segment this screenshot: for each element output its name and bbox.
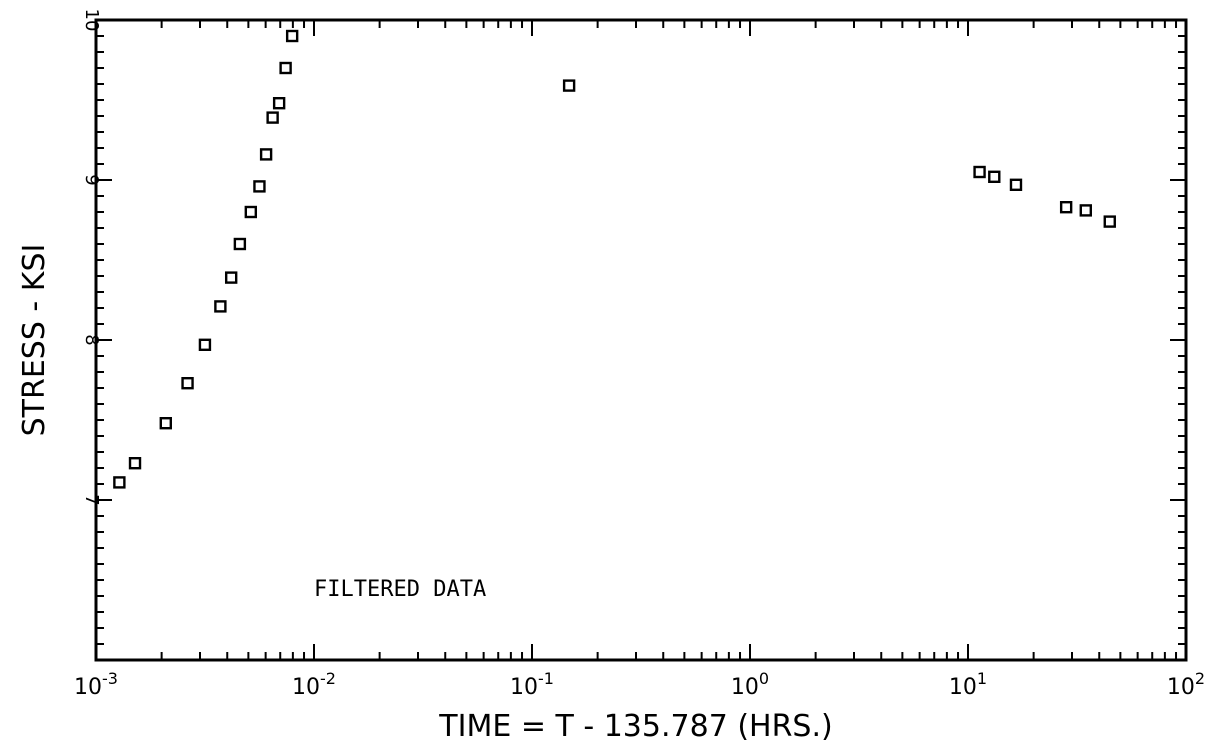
data-point [113,476,126,489]
data-point [181,377,194,390]
x-tick-label-exponent: -1 [538,669,554,688]
x-tick-label: 10-3 [74,669,118,700]
data-point [253,180,266,193]
data-point [279,61,292,75]
data-point [1009,178,1023,192]
data-point [259,148,273,161]
y-tick-label: 7 [81,494,102,505]
x-tick-label: 10-2 [292,669,336,700]
x-tick-label: 100 [731,669,769,700]
x-tick-label-exponent: -3 [102,669,118,688]
x-tick-label-base: 10 [510,675,538,700]
data-point [1079,204,1092,217]
x-tick-label-exponent: 2 [1195,669,1205,688]
x-tick-label-base: 10 [731,675,759,700]
data-point [1059,200,1073,214]
x-tick-label-base: 10 [292,675,320,700]
x-tick-label: 101 [949,669,987,700]
x-axis-title: TIME = T - 135.787 (HRS.) [438,709,832,744]
data-point [214,300,227,313]
axis-ticks-group [95,19,1186,661]
data-point [272,96,286,110]
x-tick-label-exponent: 0 [759,669,769,688]
data-point [285,29,299,43]
x-tick-label: 10-1 [510,669,554,700]
data-point [128,457,142,470]
x-tick-label-base: 10 [74,675,102,700]
plot-frame [94,18,1188,662]
y-tick-label: 10 [81,9,102,32]
data-point [973,165,986,179]
data-point [266,111,279,124]
x-tick-label-base: 10 [1167,675,1195,700]
x-tick-label: 102 [1167,669,1205,700]
data-point [198,338,212,351]
data-point [233,237,247,251]
data-point [224,271,238,284]
data-point [1103,215,1116,228]
data-point [988,170,1001,184]
data-points-group [113,29,1116,489]
data-point [159,417,172,430]
plot-frame-group [94,18,1188,662]
x-tick-label-base: 10 [949,675,977,700]
filtered-data-annotation: FILTERED DATA [314,577,486,602]
data-point [244,205,258,219]
y-tick-label: 8 [81,334,102,345]
y-axis-title: STRESS - KSI [17,244,52,437]
y-tick-label: 9 [81,174,102,185]
x-tick-label-exponent: -2 [320,669,336,688]
data-point [562,79,576,92]
x-tick-label-exponent: 1 [977,669,987,688]
